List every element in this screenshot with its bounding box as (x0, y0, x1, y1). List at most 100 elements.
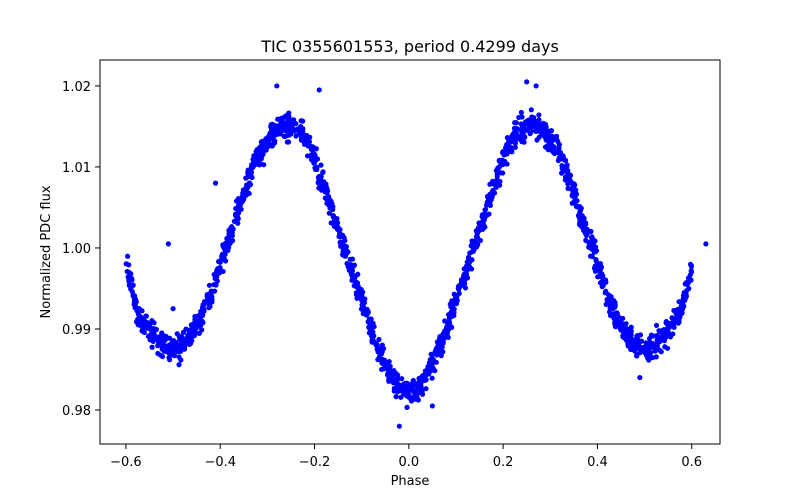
x-tick-label: 0.4 (587, 455, 608, 470)
y-tick-label: 0.98 (62, 404, 91, 419)
data-point (182, 344, 188, 350)
data-point (637, 374, 643, 381)
data-point (312, 166, 319, 172)
data-point (143, 320, 149, 326)
data-point (393, 370, 399, 377)
data-point (318, 180, 324, 186)
data-point (477, 220, 483, 226)
data-point (635, 340, 641, 346)
data-point (308, 152, 314, 158)
data-point (351, 262, 357, 268)
data-point (623, 321, 629, 327)
data-point (497, 178, 503, 185)
data-point (255, 146, 261, 153)
data-point (596, 273, 602, 279)
data-point (604, 297, 610, 303)
x-tick-label: −0.2 (299, 455, 331, 470)
data-point (381, 361, 387, 367)
data-point (178, 357, 184, 363)
data-point (462, 285, 469, 291)
data-point (227, 240, 233, 247)
data-point (391, 388, 397, 394)
data-point (556, 145, 562, 151)
data-point (681, 290, 687, 296)
data-point (320, 169, 326, 175)
data-point (285, 139, 292, 145)
data-point (504, 161, 510, 167)
data-point (298, 118, 304, 124)
data-point (247, 181, 254, 188)
data-point (563, 174, 569, 180)
data-point (559, 163, 565, 170)
chart-title: TIC 0355601553, period 0.4299 days (260, 37, 559, 56)
data-point (533, 83, 539, 89)
data-point (272, 138, 278, 144)
data-point (661, 336, 667, 342)
data-point (681, 303, 687, 309)
data-point (648, 332, 655, 338)
data-point (541, 133, 548, 140)
data-point (454, 297, 460, 303)
data-point (422, 377, 428, 383)
data-point (298, 123, 304, 130)
data-point (676, 299, 682, 305)
data-point (404, 404, 410, 410)
data-point (146, 326, 153, 332)
data-point (228, 225, 234, 231)
data-point (445, 334, 451, 340)
data-point (522, 119, 529, 125)
data-point (653, 354, 659, 360)
data-point (663, 327, 669, 333)
data-point (364, 311, 370, 317)
data-point (547, 136, 553, 142)
data-point (373, 340, 379, 346)
data-point (614, 319, 620, 325)
data-point (577, 209, 583, 215)
data-point (300, 129, 306, 135)
data-point (606, 301, 612, 307)
x-tick-label: −0.6 (110, 455, 142, 470)
data-point (212, 180, 219, 186)
data-point (156, 340, 162, 346)
data-point (186, 337, 192, 343)
data-point (171, 353, 177, 359)
data-point (454, 293, 460, 299)
data-point (387, 364, 393, 370)
data-point (477, 237, 484, 244)
data-point (386, 359, 392, 365)
data-point (192, 313, 198, 320)
data-points (123, 79, 709, 429)
data-point (217, 258, 223, 264)
data-point (233, 219, 239, 225)
data-point (396, 384, 403, 390)
data-point (521, 134, 528, 140)
data-point (166, 350, 172, 356)
data-point (322, 189, 328, 195)
data-point (166, 357, 173, 363)
data-point (141, 329, 147, 336)
data-point (354, 295, 360, 301)
data-point (623, 335, 630, 341)
data-point (624, 329, 630, 336)
data-point (512, 144, 518, 151)
data-point (371, 333, 377, 339)
data-point (531, 115, 537, 121)
data-point (399, 376, 405, 382)
y-axis-ticks: 0.98 0.99 1.00 1.01 1.02 (62, 80, 100, 419)
data-point (318, 162, 324, 168)
data-point (215, 266, 221, 272)
data-point (334, 221, 340, 227)
data-point (180, 329, 186, 335)
data-point (349, 256, 356, 262)
data-point (237, 202, 243, 208)
data-point (642, 345, 648, 351)
y-tick-label: 1.02 (62, 80, 91, 95)
data-point (176, 362, 182, 368)
data-point (159, 353, 166, 360)
data-point (482, 206, 489, 212)
data-point (610, 303, 616, 309)
data-point (313, 157, 319, 163)
data-point (133, 297, 139, 303)
x-tick-label: 0.6 (681, 455, 702, 470)
data-point (540, 127, 546, 133)
